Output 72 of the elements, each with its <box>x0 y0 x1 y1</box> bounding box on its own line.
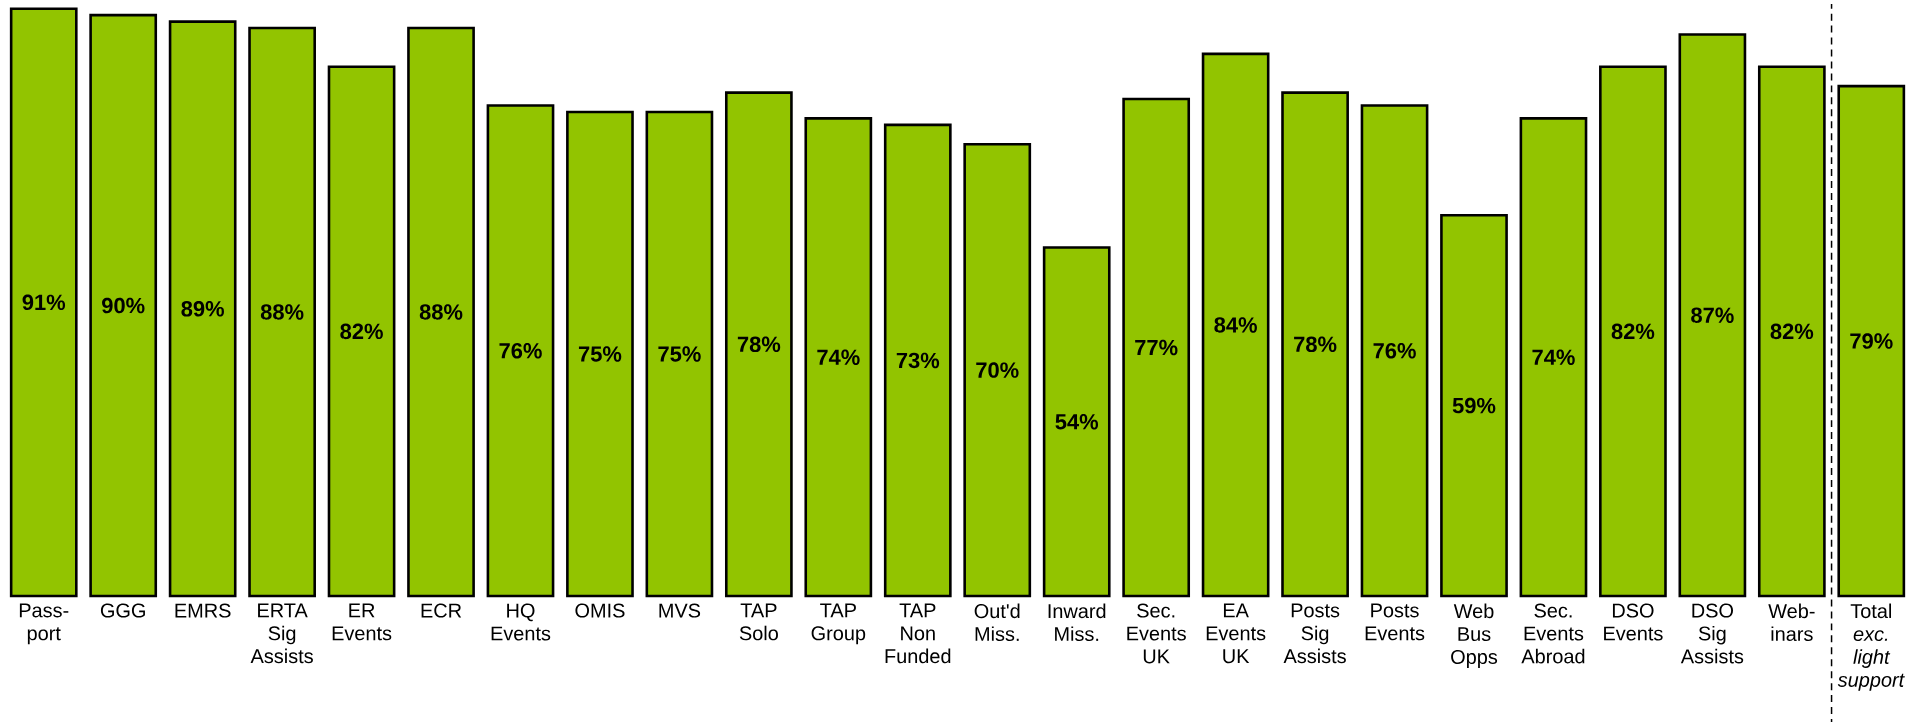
data-label: 59% <box>1452 397 1496 414</box>
data-label: 74% <box>817 349 860 365</box>
data-label: 79% <box>1850 333 1893 349</box>
x-tick-label: TAP Non Funded <box>885 603 951 664</box>
x-tick-label: Sec. Events UK <box>1127 603 1186 664</box>
x-tick-label: Web Bus Opps <box>1451 603 1498 668</box>
x-tick-label: EA Events UK <box>1206 603 1266 664</box>
bar <box>1599 65 1667 598</box>
x-tick-label: GGG <box>100 603 145 618</box>
x-tick-label: Inward Miss. <box>1048 603 1106 642</box>
bar <box>486 104 555 598</box>
bar <box>1757 65 1826 598</box>
data-label: 87% <box>1691 307 1734 324</box>
bar <box>566 110 634 598</box>
bar <box>1201 52 1270 598</box>
data-label: 75% <box>578 346 622 362</box>
data-label: 77% <box>1135 339 1178 356</box>
data-label: 75% <box>658 346 701 362</box>
data-label: 91% <box>22 294 66 311</box>
bar <box>89 13 158 598</box>
data-label: 84% <box>1214 317 1257 333</box>
x-tick-label: Web-inars <box>1768 603 1815 642</box>
bar <box>1519 117 1588 598</box>
data-label: 54% <box>1055 414 1099 430</box>
x-tick-label: TAP Solo <box>739 603 778 641</box>
x-tick-label: Posts Sig Assists <box>1283 603 1346 664</box>
bar <box>1440 213 1508 598</box>
bar <box>1042 246 1111 598</box>
data-label: 73% <box>896 352 940 369</box>
x-tick-label: OMIS <box>575 603 625 618</box>
bar <box>248 26 316 598</box>
data-label: 78% <box>737 336 781 353</box>
x-tick-label: Sec. Events Abroad <box>1521 603 1585 664</box>
x-tick-label: TAP Group <box>811 603 866 645</box>
bar <box>327 65 396 598</box>
x-tick-label: Out'd Miss. <box>974 603 1020 642</box>
x-tick-label: DSO Events <box>1604 603 1663 641</box>
bar <box>1122 97 1191 598</box>
x-tick-label: Total exc. light support <box>1837 603 1905 691</box>
data-label: 82% <box>1770 323 1814 340</box>
bar <box>168 20 237 598</box>
x-tick-label: EMRS <box>175 603 231 618</box>
data-label: 74% <box>1532 349 1575 365</box>
bar <box>883 123 952 598</box>
data-label: 82% <box>1611 323 1655 340</box>
x-tick-label: ER Events <box>332 603 392 641</box>
data-label: 76% <box>499 342 542 359</box>
bar <box>645 110 714 598</box>
data-label: 82% <box>340 323 383 340</box>
x-tick-label: Pass-port <box>19 603 69 645</box>
bar <box>963 142 1032 598</box>
bar <box>9 7 78 598</box>
data-label: 89% <box>181 301 224 317</box>
bar <box>804 117 873 598</box>
bar <box>1837 84 1906 598</box>
x-tick-label: DSO Sig Assists <box>1680 603 1744 664</box>
x-tick-label: Posts Events <box>1365 603 1425 641</box>
x-tick-label: MVS <box>659 603 701 618</box>
bar <box>724 91 793 598</box>
data-label: 88% <box>419 304 463 320</box>
data-label: 76% <box>1373 342 1416 359</box>
x-tick-label: HQ Events <box>491 603 551 641</box>
data-label: 88% <box>260 304 304 320</box>
x-tick-label: ECR <box>421 603 462 618</box>
bar <box>1281 91 1349 598</box>
bar <box>407 26 475 598</box>
x-tick-label: ERTA Sig Assists <box>250 603 313 664</box>
bar <box>1360 104 1429 598</box>
data-label: 70% <box>976 362 1019 378</box>
data-label: 78% <box>1294 336 1337 353</box>
bar <box>1678 33 1747 598</box>
data-label: 90% <box>102 297 145 314</box>
